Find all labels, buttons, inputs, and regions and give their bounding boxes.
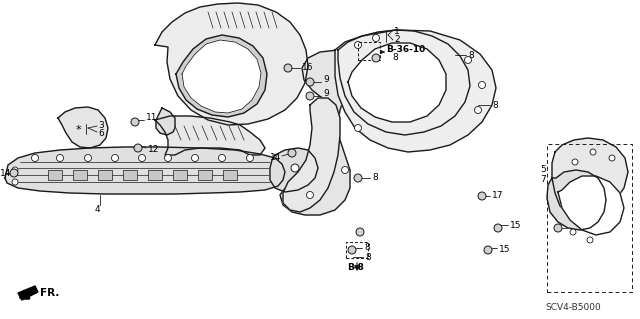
Circle shape: [465, 56, 472, 63]
Bar: [123, 170, 137, 180]
Circle shape: [284, 64, 292, 72]
Circle shape: [609, 155, 615, 161]
Circle shape: [131, 118, 139, 126]
Circle shape: [348, 246, 356, 254]
Polygon shape: [348, 43, 446, 122]
Polygon shape: [552, 138, 628, 218]
Circle shape: [484, 246, 492, 254]
Text: 7: 7: [540, 175, 546, 184]
Polygon shape: [558, 176, 624, 235]
Circle shape: [111, 154, 118, 161]
Polygon shape: [5, 147, 285, 194]
Text: 18: 18: [570, 224, 582, 233]
Text: 8: 8: [364, 243, 370, 253]
Circle shape: [372, 54, 380, 62]
Circle shape: [554, 224, 562, 232]
Circle shape: [354, 174, 362, 182]
Text: 9: 9: [323, 76, 329, 85]
Text: FR.: FR.: [40, 288, 60, 298]
Text: B-36-10: B-36-10: [574, 164, 613, 173]
Text: 2: 2: [394, 34, 399, 43]
Text: 11: 11: [146, 114, 157, 122]
Circle shape: [31, 154, 38, 161]
Circle shape: [246, 154, 253, 161]
Circle shape: [587, 237, 593, 243]
Circle shape: [291, 164, 299, 172]
Circle shape: [479, 81, 486, 88]
Text: 8: 8: [492, 100, 498, 109]
Circle shape: [306, 78, 314, 86]
Circle shape: [355, 41, 362, 48]
Bar: [98, 170, 112, 180]
Circle shape: [138, 154, 145, 161]
Text: 15: 15: [499, 246, 511, 255]
Polygon shape: [182, 40, 261, 113]
Text: 8: 8: [372, 174, 378, 182]
Circle shape: [494, 224, 502, 232]
Text: 8: 8: [365, 253, 371, 262]
Polygon shape: [176, 35, 267, 117]
Text: 3: 3: [98, 121, 104, 130]
Text: 1: 1: [394, 26, 400, 35]
Text: 12: 12: [148, 145, 159, 154]
Bar: [73, 170, 87, 180]
Text: SCV4-B5000: SCV4-B5000: [545, 303, 601, 313]
Bar: [48, 170, 62, 180]
Circle shape: [164, 154, 172, 161]
Polygon shape: [270, 148, 318, 192]
Circle shape: [218, 154, 225, 161]
Polygon shape: [547, 170, 606, 230]
Text: 15: 15: [510, 220, 522, 229]
Text: 17: 17: [492, 191, 504, 201]
Bar: [198, 170, 212, 180]
Text: 14: 14: [0, 169, 12, 179]
Bar: [223, 170, 237, 180]
Polygon shape: [283, 98, 340, 212]
Bar: [173, 170, 187, 180]
Text: 4: 4: [94, 205, 100, 214]
Circle shape: [191, 154, 198, 161]
Circle shape: [84, 154, 92, 161]
Circle shape: [474, 107, 481, 114]
Text: 5: 5: [540, 166, 546, 174]
Circle shape: [10, 169, 18, 177]
Polygon shape: [335, 30, 496, 152]
Text: *: *: [75, 125, 81, 135]
Polygon shape: [338, 30, 470, 135]
Bar: [148, 170, 162, 180]
Text: 8: 8: [392, 54, 397, 63]
Polygon shape: [58, 107, 108, 148]
Circle shape: [372, 34, 380, 41]
Circle shape: [307, 191, 314, 198]
Circle shape: [288, 149, 296, 157]
Circle shape: [134, 144, 142, 152]
Polygon shape: [155, 116, 265, 155]
Circle shape: [572, 159, 578, 165]
Circle shape: [56, 154, 63, 161]
Circle shape: [12, 179, 18, 185]
Text: 6: 6: [98, 129, 104, 137]
Circle shape: [12, 167, 18, 173]
Circle shape: [356, 228, 364, 236]
Polygon shape: [156, 108, 175, 135]
Polygon shape: [18, 286, 38, 300]
Circle shape: [355, 124, 362, 131]
Text: 8: 8: [468, 50, 474, 60]
Text: 14: 14: [270, 152, 282, 161]
Circle shape: [342, 167, 349, 174]
Text: B-36-10: B-36-10: [386, 44, 425, 54]
Text: B-8: B-8: [348, 263, 364, 272]
Circle shape: [478, 192, 486, 200]
Polygon shape: [280, 50, 350, 215]
Polygon shape: [155, 3, 308, 125]
Circle shape: [590, 149, 596, 155]
Text: 16: 16: [302, 63, 314, 72]
Circle shape: [570, 229, 576, 235]
Text: 9: 9: [323, 90, 329, 99]
Circle shape: [306, 92, 314, 100]
